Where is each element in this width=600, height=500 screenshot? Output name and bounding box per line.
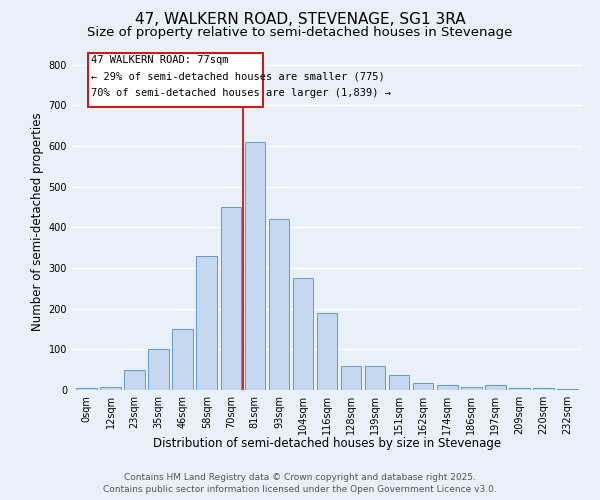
Bar	[365, 366, 385, 390]
Bar	[557, 389, 578, 390]
Bar	[269, 219, 289, 390]
Text: 70% of semi-detached houses are larger (1,839) →: 70% of semi-detached houses are larger (…	[91, 88, 391, 98]
Text: Size of property relative to semi-detached houses in Stevenage: Size of property relative to semi-detach…	[88, 26, 512, 39]
Bar	[100, 386, 121, 390]
Bar	[172, 329, 193, 390]
Text: ← 29% of semi-detached houses are smaller (775): ← 29% of semi-detached houses are smalle…	[91, 72, 385, 82]
Y-axis label: Number of semi-detached properties: Number of semi-detached properties	[31, 112, 44, 330]
Bar	[533, 388, 554, 390]
Text: Contains HM Land Registry data © Crown copyright and database right 2025.
Contai: Contains HM Land Registry data © Crown c…	[103, 472, 497, 494]
Bar	[341, 366, 361, 390]
Bar	[124, 370, 145, 390]
X-axis label: Distribution of semi-detached houses by size in Stevenage: Distribution of semi-detached houses by …	[153, 437, 501, 450]
Bar	[413, 383, 433, 390]
Bar	[221, 207, 241, 390]
Bar	[437, 385, 458, 390]
Bar	[245, 142, 265, 390]
Bar	[509, 388, 530, 390]
Bar	[485, 385, 506, 390]
Bar	[389, 374, 409, 390]
Bar	[196, 256, 217, 390]
Bar	[293, 278, 313, 390]
Bar	[317, 312, 337, 390]
Text: 47, WALKERN ROAD, STEVENAGE, SG1 3RA: 47, WALKERN ROAD, STEVENAGE, SG1 3RA	[134, 12, 466, 28]
Bar	[461, 386, 482, 390]
Text: 47 WALKERN ROAD: 77sqm: 47 WALKERN ROAD: 77sqm	[91, 56, 229, 66]
Bar	[148, 350, 169, 390]
Bar	[76, 388, 97, 390]
FancyBboxPatch shape	[88, 54, 263, 108]
